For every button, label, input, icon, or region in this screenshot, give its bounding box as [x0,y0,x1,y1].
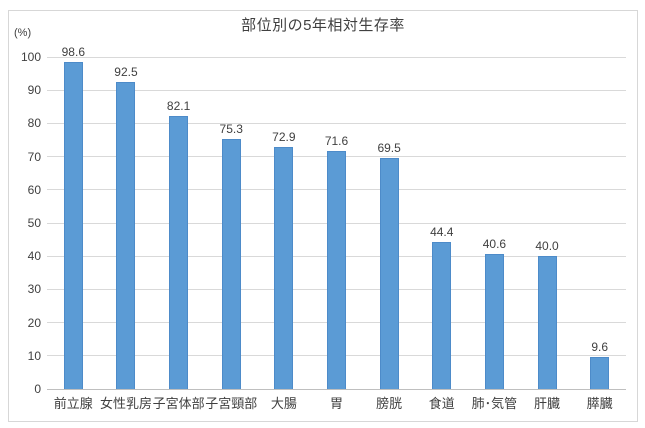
bar [537,256,557,389]
x-category-label: 胃 [329,396,344,411]
y-tick-label: 60 [27,182,41,197]
gridline [47,89,626,91]
chart-title: 部位別の5年相対生存率 [241,17,405,34]
y-tick-label: 50 [27,216,41,230]
y-tick-label: 80 [27,116,41,131]
gridline [47,122,626,124]
bar-value-label: 44.4 [430,224,454,239]
bar [221,139,241,389]
bar [484,254,504,389]
x-category-label: 肝臓 [534,396,561,411]
bar [590,357,610,389]
y-tick-label: 40 [27,249,41,264]
bar [169,116,189,389]
x-category-label: 膀胱 [376,396,403,411]
bar-value-label: 72.9 [272,129,296,144]
y-tick-label: 100 [20,50,41,64]
bar [379,158,399,389]
bar-chart: 部位別の5年相対生存率 (%) 0 10 20 30 40 50 60 70 80 90 100 98… [8,10,638,422]
x-category-label: 子宮体部 [152,396,205,411]
gridline [47,56,626,58]
x-category-label: 子宮頸部 [205,396,258,411]
y-tick-label: 30 [27,282,41,297]
bar [274,146,294,389]
bar-value-label: 75.3 [219,122,243,136]
bar-value-label: 69.5 [377,141,401,156]
x-category-label: 大腸 [270,396,297,411]
bar-value-label: 71.6 [324,134,349,149]
x-category-label: 前立腺 [53,396,93,411]
bar-value-label: 9.6 [591,340,609,355]
bar [116,81,136,389]
bar-value-label: 98.6 [61,44,85,59]
plot-area: 0 10 20 30 40 50 60 70 80 90 100 98.6 前立腺 92.5 女性乳房 82.… [9,11,637,421]
y-tick-label: 70 [27,149,41,164]
bar [327,151,346,389]
bar-value-label: 82.1 [166,99,191,114]
bar-value-label: 92.5 [114,64,138,79]
x-category-label: 女性乳房 [99,396,152,411]
y-tick-label: 90 [27,83,41,98]
x-category-label: 肺･気管 [471,396,518,411]
bar-value-label: 40.0 [535,239,559,254]
bar [432,241,452,389]
y-tick-label: 10 [27,348,41,363]
bar [63,61,83,389]
y-axis-unit-label: (%) [14,27,32,39]
y-tick-label: 20 [27,315,41,330]
y-tick-label: 0 [34,382,41,396]
x-axis-line [47,388,626,390]
x-category-label: 膵臓 [586,396,613,411]
bar-value-label: 40.6 [482,237,507,252]
x-category-label: 食道 [428,396,455,411]
